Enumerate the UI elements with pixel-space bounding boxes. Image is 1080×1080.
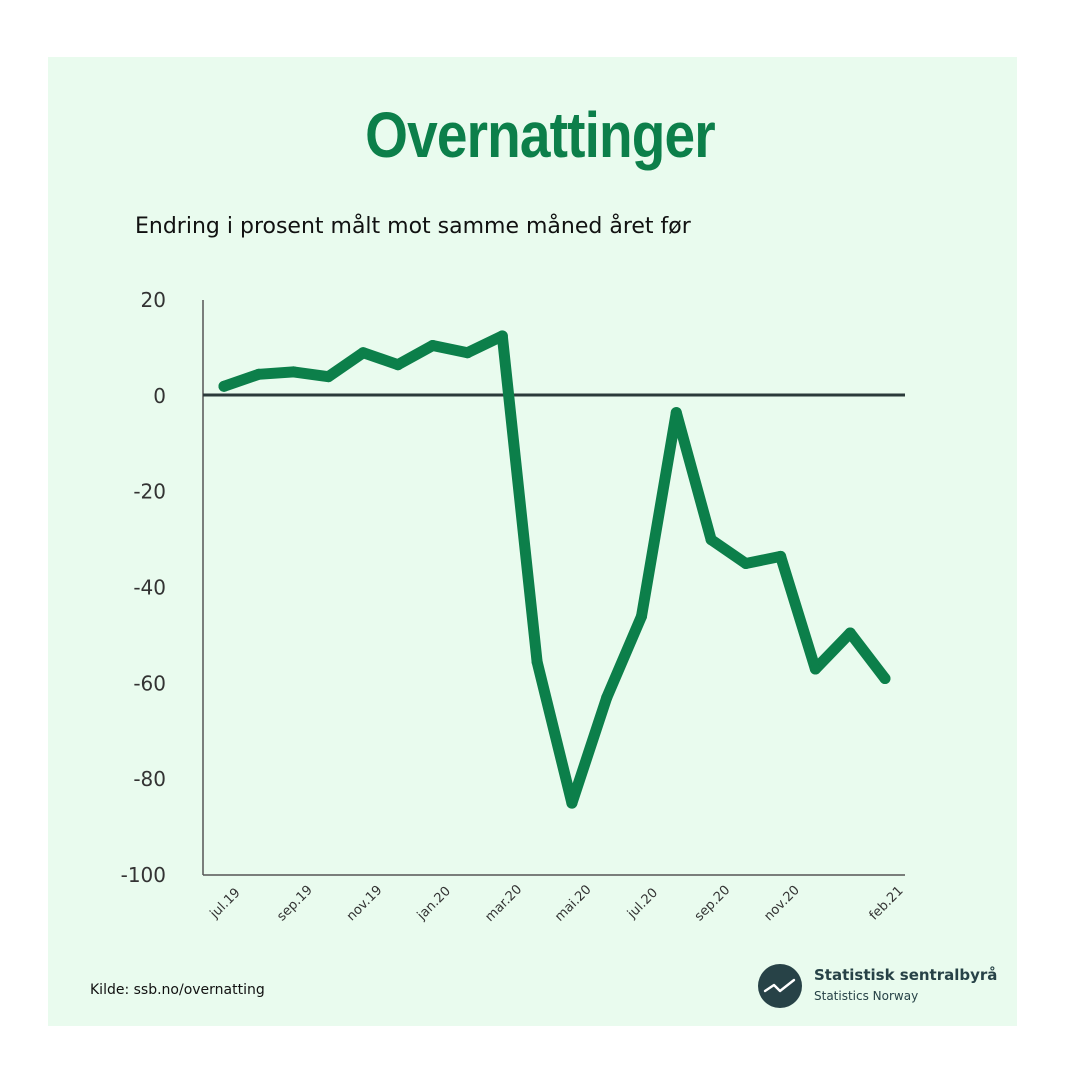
x-tick-label: nov.20 xyxy=(761,883,802,924)
data-point xyxy=(879,673,891,685)
ssb-logo: Statistisk sentralbyrå Statistics Norway xyxy=(758,964,998,1008)
source-note: Kilde: ssb.no/overnatting xyxy=(90,982,265,998)
data-point xyxy=(705,534,717,546)
y-tick-label: -40 xyxy=(133,576,166,600)
data-point xyxy=(635,610,647,622)
x-tick-label: nov.19 xyxy=(344,883,385,924)
data-point xyxy=(357,347,369,359)
chart-card xyxy=(48,57,1017,1026)
data-point xyxy=(253,368,265,380)
x-tick-label: jul.20 xyxy=(624,885,661,922)
data-point xyxy=(775,550,787,562)
data-point xyxy=(531,656,543,668)
y-tick-label: -20 xyxy=(133,480,166,504)
data-points xyxy=(218,330,891,809)
y-tick-label: -60 xyxy=(133,671,166,695)
x-tick-label: jan.20 xyxy=(414,884,454,924)
x-tick-label: sep.20 xyxy=(692,883,734,925)
data-point xyxy=(740,558,752,570)
ssb-logo-icon xyxy=(758,964,802,1008)
data-point xyxy=(844,627,856,639)
logo-name: Statistisk sentralbyrå xyxy=(814,966,998,984)
x-tick-label: sep.19 xyxy=(274,883,316,925)
y-tick-label: 20 xyxy=(141,288,166,312)
data-point xyxy=(670,407,682,419)
x-tick-label: mar.20 xyxy=(482,882,525,925)
y-tick-label: 0 xyxy=(153,384,166,408)
data-point xyxy=(462,347,474,359)
data-point xyxy=(218,380,230,392)
logo-subtitle: Statistics Norway xyxy=(814,989,919,1003)
data-point xyxy=(566,797,578,809)
y-tick-label: -100 xyxy=(121,863,166,887)
data-point xyxy=(809,663,821,675)
series-line xyxy=(218,330,891,809)
chart-subtitle: Endring i prosent målt mot samme måned å… xyxy=(135,214,691,239)
x-tick-label: jul.19 xyxy=(207,885,244,922)
data-point xyxy=(601,692,613,704)
y-tick-labels: 20 0 -20 -40 -60 -80 -100 xyxy=(121,288,166,887)
x-tick-label: mai.20 xyxy=(552,882,594,924)
x-tick-label: feb.21 xyxy=(867,884,907,924)
chart-title: Overnattinger xyxy=(365,99,716,171)
y-tick-label: -80 xyxy=(133,767,166,791)
data-point xyxy=(288,366,300,378)
data-point xyxy=(392,359,404,371)
data-point xyxy=(496,330,508,342)
data-point xyxy=(322,371,334,383)
x-tick-labels: jul.19 sep.19 nov.19 jan.20 mar.20 mai.20 jul.… xyxy=(207,882,907,925)
data-point xyxy=(427,340,439,352)
